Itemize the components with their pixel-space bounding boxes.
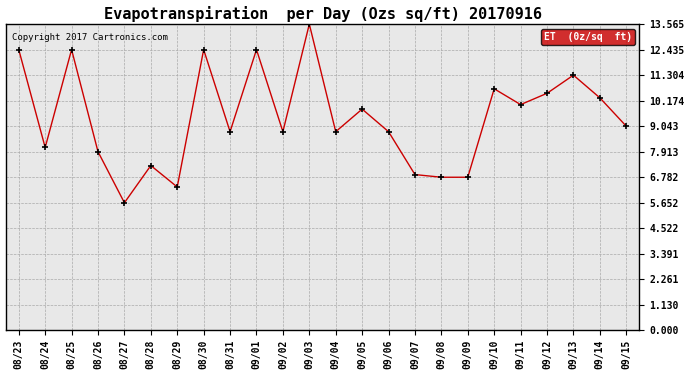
- Title: Evapotranspiration  per Day (Ozs sq/ft) 20170916: Evapotranspiration per Day (Ozs sq/ft) 2…: [104, 6, 542, 21]
- Legend: ET  (0z/sq  ft): ET (0z/sq ft): [541, 29, 635, 45]
- Text: Copyright 2017 Cartronics.com: Copyright 2017 Cartronics.com: [12, 33, 168, 42]
